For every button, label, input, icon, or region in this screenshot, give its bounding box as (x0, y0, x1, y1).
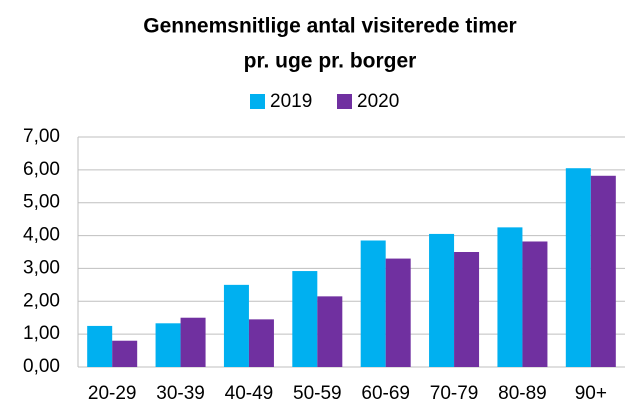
bar (87, 325, 113, 367)
bar (385, 258, 411, 367)
bar (522, 241, 548, 367)
y-tick-label: 2,00 (23, 290, 60, 311)
x-tick-label: 40-49 (225, 383, 274, 404)
y-tick-label: 0,00 (23, 356, 60, 377)
x-tick-label: 60-69 (361, 383, 410, 404)
legend-label: 2019 (270, 91, 312, 112)
bar (360, 240, 386, 367)
x-tick-label: 30-39 (156, 383, 205, 404)
x-tick-label: 70-79 (430, 383, 479, 404)
x-tick-label: 50-59 (293, 383, 342, 404)
chart-title: Gennemsnitlige antal visiterede timer (143, 15, 516, 38)
y-tick-label: 3,00 (23, 257, 60, 278)
bar (497, 227, 523, 367)
bar (155, 323, 181, 367)
y-tick-label: 7,00 (23, 126, 60, 147)
bar (248, 319, 274, 367)
bar (292, 271, 318, 367)
bar (223, 284, 249, 367)
bar (112, 340, 138, 367)
y-tick-label: 6,00 (23, 159, 60, 180)
bar (454, 252, 480, 367)
bar (565, 168, 591, 367)
chart-title: pr. uge pr. borger (244, 50, 417, 73)
y-tick-label: 5,00 (23, 192, 60, 213)
y-tick-label: 1,00 (23, 323, 60, 344)
bar (317, 296, 343, 367)
x-tick-label: 80-89 (498, 383, 547, 404)
legend-swatch (250, 94, 265, 109)
x-tick-label: 90+ (575, 383, 607, 404)
bar (590, 175, 616, 367)
x-tick-label: 20-29 (88, 383, 137, 404)
bar (429, 233, 455, 367)
bar (180, 317, 206, 367)
legend-label: 2020 (357, 91, 399, 112)
legend-swatch (337, 94, 352, 109)
y-tick-label: 4,00 (23, 225, 60, 246)
